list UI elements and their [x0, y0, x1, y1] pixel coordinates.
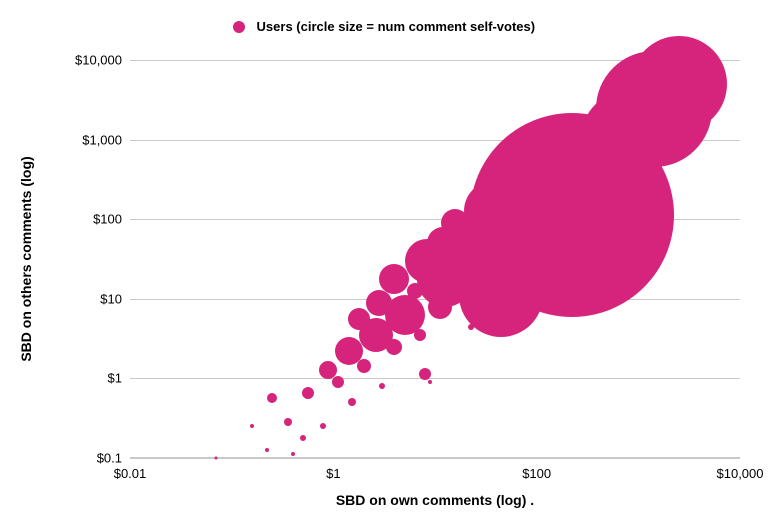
bubble: [250, 424, 254, 428]
bubble: [357, 359, 371, 373]
plot-area: $0.1$1$10$100$1,000$10,000$0.01$1$100$10…: [130, 60, 740, 458]
y-tick-label: $1: [108, 371, 122, 386]
bubble: [458, 281, 478, 301]
bubble: [348, 308, 370, 330]
bubble: [284, 418, 292, 426]
bubble: [267, 393, 277, 403]
chart-container: { "chart": { "type": "bubble", "legend":…: [0, 0, 768, 526]
y-axis-label: SBD on others comments (log): [18, 156, 34, 361]
y-gridline: [130, 378, 740, 379]
legend-swatch: [233, 21, 245, 33]
x-tick-label: $10,000: [717, 466, 764, 481]
bubble: [386, 339, 402, 355]
bubble: [348, 398, 356, 406]
x-axis-label: SBD on own comments (log) .: [130, 492, 740, 508]
y-tick-label: $10,000: [75, 53, 122, 68]
bubble: [379, 383, 385, 389]
y-tick-label: $10: [100, 291, 122, 306]
bubble: [265, 448, 269, 452]
x-tick-label: $1: [326, 466, 340, 481]
bubble: [414, 329, 426, 341]
bubble: [379, 264, 409, 294]
bubble: [366, 290, 392, 316]
legend: Users (circle size = num comment self-vo…: [0, 18, 768, 34]
bubble: [428, 380, 432, 384]
bubble: [537, 249, 597, 309]
bubble: [300, 435, 306, 441]
x-tick-label: $100: [522, 466, 551, 481]
bubble: [419, 368, 431, 380]
bubble: [291, 452, 295, 456]
bubble: [332, 376, 344, 388]
bubble: [441, 209, 469, 237]
bubble: [495, 239, 527, 271]
legend-label: Users (circle size = num comment self-vo…: [257, 19, 536, 34]
y-tick-label: $100: [93, 212, 122, 227]
x-tick-label: $0.01: [114, 466, 147, 481]
y-tick-label: $1,000: [82, 132, 122, 147]
y-tick-label: $0.1: [97, 451, 122, 466]
bubble: [428, 295, 452, 319]
y-gridline: [130, 458, 740, 459]
bubble: [582, 92, 670, 180]
bubble: [215, 457, 218, 460]
bubble: [468, 324, 474, 330]
bubble: [302, 387, 314, 399]
bubble: [320, 423, 326, 429]
bubble: [407, 283, 423, 299]
